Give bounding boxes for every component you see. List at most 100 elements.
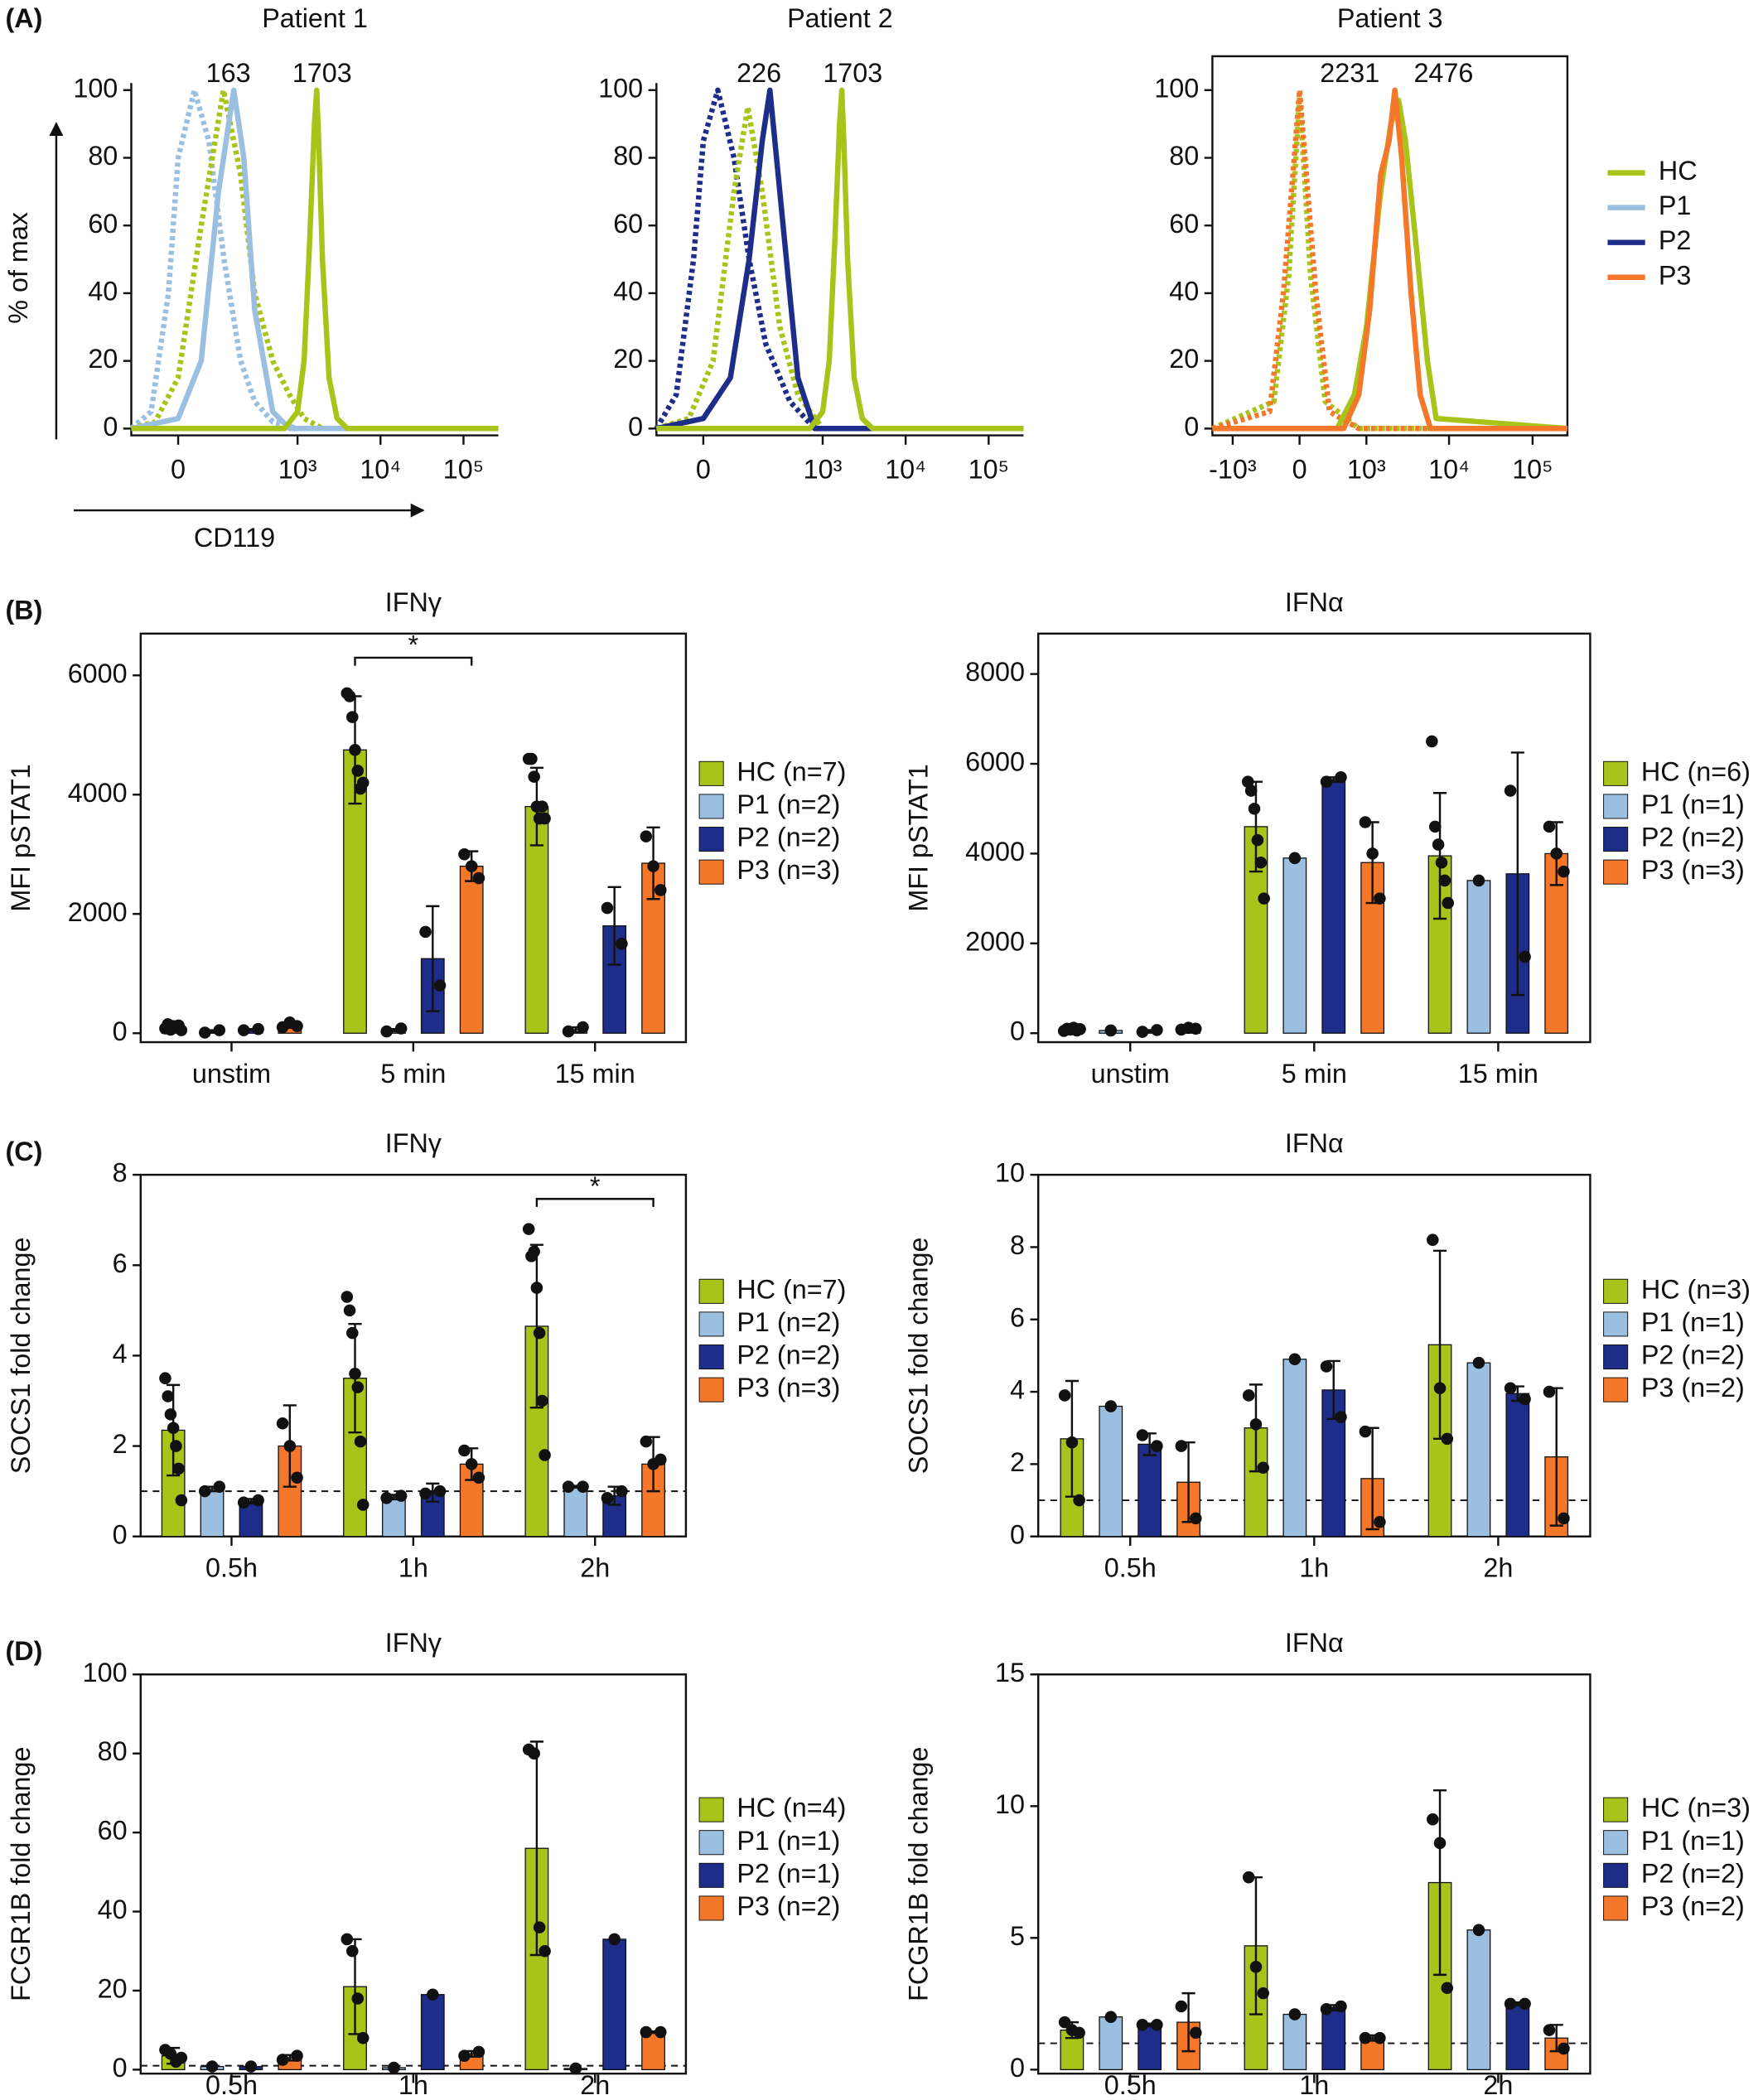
data-point (1242, 1389, 1255, 1402)
y-tick-label: 6000 (68, 659, 128, 688)
data-point (341, 1933, 354, 1946)
data-point (199, 1026, 211, 1039)
y-tick-label: 60 (88, 209, 118, 239)
data-point (1190, 2026, 1202, 2040)
data-point (616, 1484, 628, 1498)
histogram-curve (130, 87, 499, 432)
legend-swatch (698, 760, 724, 786)
data-point (601, 1492, 614, 1504)
data-point (351, 1992, 365, 2005)
bar (1466, 1362, 1491, 1538)
data-point (356, 2031, 370, 2044)
data-point (237, 1024, 250, 1036)
y-tick-label: 80 (613, 141, 643, 171)
data-point (427, 1988, 439, 2001)
significance-label: * (590, 1171, 601, 1201)
x-tick-label: -10³ (1209, 455, 1257, 485)
data-point (276, 1417, 289, 1430)
bar (1099, 2016, 1123, 2071)
legend-label: HC (n=7) (737, 756, 846, 786)
data-point (388, 2061, 400, 2074)
data-point (380, 1492, 393, 1504)
data-point (640, 2025, 653, 2039)
data-point (1359, 1425, 1372, 1438)
data-point (1244, 784, 1258, 797)
legend-label: P1 (n=1) (1641, 1307, 1745, 1337)
y-tick-label: 0 (1010, 1519, 1025, 1549)
y-tick-label: 8 (113, 1158, 128, 1188)
y-tick-label: 2 (1010, 1447, 1025, 1477)
bar (420, 1994, 445, 2071)
data-point (1073, 2026, 1085, 2040)
data-point (1335, 771, 1347, 784)
y-tick-label: 40 (98, 1895, 128, 1924)
data-point (351, 765, 365, 777)
data-point (237, 1496, 250, 1509)
x-tick-label: 10⁵ (1512, 455, 1553, 485)
data-point (1543, 2024, 1556, 2036)
data-point (433, 979, 447, 992)
data-point (458, 847, 471, 861)
y-tick-label: 8000 (965, 657, 1025, 687)
bar (1282, 2013, 1307, 2071)
x-tick-label: 0.5h (205, 2070, 258, 2100)
y-axis-label: MFI pSTAT1 (903, 764, 933, 911)
x-tick-label: 10³ (278, 455, 317, 485)
chart-title: IFNα (1285, 1628, 1344, 1658)
legend-swatch (1603, 827, 1629, 852)
data-point (577, 1021, 589, 1034)
data-point (1251, 833, 1264, 847)
legend-swatch (698, 1830, 724, 1856)
data-point (1175, 1440, 1188, 1452)
legend-label: P3 (n=3) (737, 855, 840, 885)
x-tick-label: 10⁵ (968, 455, 1009, 485)
y-tick-label: 40 (1169, 276, 1199, 306)
legend-label: P1 (1659, 191, 1692, 220)
x-tick-label: 15 min (555, 1059, 635, 1089)
significance-bracket (535, 1198, 654, 1207)
data-point (346, 1326, 359, 1340)
data-point (528, 1747, 540, 1760)
legend-swatch (1603, 1278, 1629, 1304)
x-tick-label: 10³ (804, 455, 843, 485)
bar (641, 2031, 665, 2071)
data-point (528, 1245, 540, 1258)
error-bar (1432, 792, 1447, 920)
legend-swatch (698, 1344, 724, 1370)
bar (1099, 1405, 1123, 1538)
data-point (1359, 816, 1372, 828)
x-tick-label: unstim (1091, 1059, 1170, 1089)
data-point (170, 1440, 182, 1452)
data-point (1257, 1461, 1269, 1475)
legend-label: P3 (n=2) (737, 1891, 840, 1921)
y-tick-label: 2000 (965, 926, 1025, 956)
mfi-label: 2476 (1413, 58, 1473, 88)
chart-title: IFNα (1285, 1128, 1344, 1158)
bar (1282, 857, 1307, 1034)
legend-label: HC (1659, 156, 1698, 186)
data-point (1504, 784, 1517, 797)
data-point (1558, 1512, 1570, 1525)
data-point (1519, 950, 1531, 963)
y-tick-label: 60 (98, 1816, 128, 1846)
error-bar (1181, 1991, 1195, 2053)
bar (1137, 1443, 1162, 1538)
panel-label: (D) (5, 1636, 42, 1666)
data-point (1543, 1385, 1556, 1398)
y-tick-label: 0 (628, 412, 643, 442)
legend-label: P3 (n=3) (1641, 855, 1745, 885)
y-tick-label: 80 (88, 141, 118, 171)
error-bar (1510, 751, 1524, 997)
y-tick-label: 100 (598, 73, 643, 103)
x-tick-label: 10³ (1347, 455, 1386, 485)
data-point (1504, 1997, 1517, 2011)
x-tick-label: 1h (1299, 2070, 1329, 2100)
data-point (1248, 802, 1261, 815)
bar (1321, 2006, 1346, 2071)
data-point (1136, 1429, 1149, 1441)
data-point (1441, 1982, 1454, 1995)
legend-swatch (698, 859, 724, 885)
histogram-curve (129, 87, 499, 432)
data-point (562, 1480, 575, 1493)
legend-label: P3 (1659, 260, 1692, 290)
